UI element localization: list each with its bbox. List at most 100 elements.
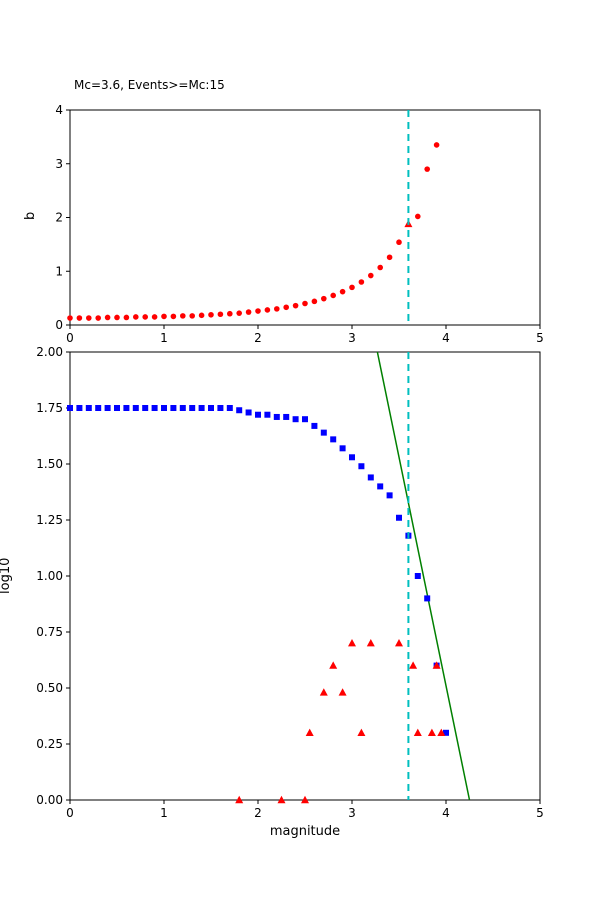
point xyxy=(114,314,120,321)
point xyxy=(226,405,233,411)
point xyxy=(386,254,393,261)
point xyxy=(274,306,280,312)
point xyxy=(170,313,177,320)
point xyxy=(198,312,205,319)
point xyxy=(330,292,337,299)
point xyxy=(292,302,299,309)
point xyxy=(95,405,102,411)
point xyxy=(123,405,130,411)
point xyxy=(67,315,73,321)
point xyxy=(437,728,446,736)
y-tick-label: 1 xyxy=(55,264,63,278)
point xyxy=(255,411,261,418)
point xyxy=(377,264,384,271)
bottom-ylabel: log10 xyxy=(0,557,13,594)
point xyxy=(396,239,402,246)
point xyxy=(302,416,308,423)
point xyxy=(386,492,393,499)
point xyxy=(142,314,148,320)
y-tick-label: 1.50 xyxy=(36,457,63,471)
point xyxy=(189,405,196,411)
top-chart: 0 1 2 3 4 5 0 1 2 3 4 xyxy=(55,103,543,345)
point xyxy=(321,295,327,302)
x-tick-label: 2 xyxy=(254,331,262,345)
point xyxy=(161,405,167,411)
y-tick-label: 2.00 xyxy=(36,345,63,359)
y-tick-label: 4 xyxy=(55,103,63,117)
point xyxy=(427,728,436,736)
y-tick-label: 2 xyxy=(55,211,63,225)
y-tick-label: 0.75 xyxy=(36,625,63,639)
point xyxy=(123,314,130,321)
point xyxy=(424,166,431,172)
x-tick-label: 4 xyxy=(442,806,450,820)
point xyxy=(292,416,299,423)
cumulative-events xyxy=(67,405,449,736)
point xyxy=(104,405,111,411)
x-tick-label: 3 xyxy=(348,806,356,820)
point xyxy=(409,661,418,669)
point xyxy=(227,310,233,317)
point xyxy=(151,405,158,411)
point xyxy=(339,445,346,452)
x-tick-label: 2 xyxy=(254,806,262,820)
point xyxy=(358,279,365,285)
point xyxy=(208,405,214,411)
point xyxy=(348,639,356,647)
point xyxy=(358,463,365,470)
point xyxy=(329,661,338,669)
point xyxy=(319,688,328,696)
point xyxy=(189,313,195,319)
bottom-xlabel: magnitude xyxy=(269,824,341,839)
point xyxy=(396,514,402,521)
point xyxy=(339,288,346,295)
point xyxy=(273,413,280,420)
point xyxy=(302,300,308,307)
axes-frame xyxy=(69,109,541,326)
point xyxy=(245,309,252,315)
point xyxy=(236,310,242,316)
point xyxy=(86,315,92,321)
point xyxy=(305,728,314,736)
y-tick-label: 3 xyxy=(55,157,63,171)
point xyxy=(67,405,73,411)
point xyxy=(76,315,83,321)
b-value-curve xyxy=(67,142,440,321)
point xyxy=(208,311,214,318)
point xyxy=(443,729,449,736)
x-tick-label: 0 xyxy=(66,331,74,345)
bottom-chart: 0 1 2 3 4 5 0.00 0.25 0.50 0.75 1.00 1.25 1.50 1.75 2.… xyxy=(36,345,544,820)
x-tick-label: 1 xyxy=(160,806,168,820)
y-tick-label: 0.25 xyxy=(36,737,63,751)
point xyxy=(255,308,261,314)
point xyxy=(151,314,158,320)
point xyxy=(283,304,290,311)
y-tick-label: 0 xyxy=(55,318,63,332)
point xyxy=(301,795,309,804)
point xyxy=(179,405,186,411)
point xyxy=(277,795,286,804)
point xyxy=(311,298,318,305)
point xyxy=(283,413,290,420)
point xyxy=(85,405,92,411)
point xyxy=(114,405,120,411)
binned-events xyxy=(235,639,446,804)
point xyxy=(142,405,149,411)
y-tick-label: 1.00 xyxy=(36,569,63,583)
point xyxy=(76,405,83,411)
y-tick-label: 1.25 xyxy=(36,513,63,527)
point xyxy=(413,728,422,736)
x-tick-label: 5 xyxy=(536,331,544,345)
point xyxy=(180,313,186,319)
point xyxy=(170,405,177,411)
point xyxy=(217,405,224,411)
point xyxy=(311,422,318,429)
gr-fit-line xyxy=(376,351,471,801)
point xyxy=(349,454,355,461)
point xyxy=(133,314,139,320)
point xyxy=(349,284,355,291)
point xyxy=(368,272,374,279)
point xyxy=(235,795,244,804)
